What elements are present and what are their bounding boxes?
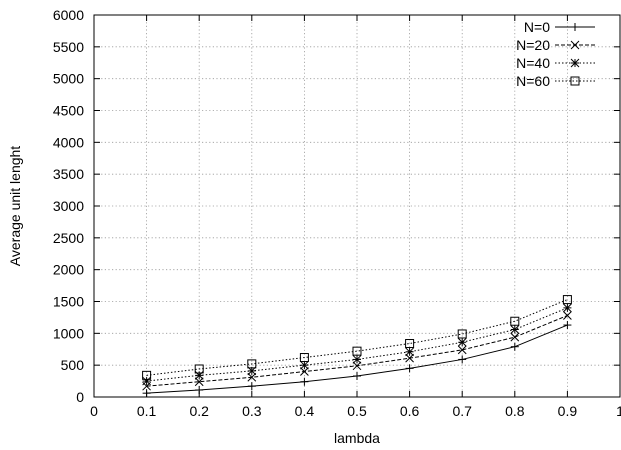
legend-label: N=40 — [516, 55, 550, 71]
data-point-star — [510, 325, 520, 334]
series-n0 — [142, 321, 572, 398]
legend-entry: N=0 — [524, 19, 595, 35]
legend-entry: N=60 — [516, 73, 595, 89]
data-point-star — [405, 347, 414, 357]
x-tick-label: 0.3 — [242, 403, 262, 419]
y-tick-label: 6000 — [53, 7, 84, 23]
y-tick-label: 1000 — [53, 325, 84, 341]
legend: N=0 N=20 N=40 N=60 — [516, 19, 595, 89]
y-tick-label: 4000 — [53, 134, 84, 150]
y-tick-label: 5500 — [53, 39, 84, 55]
data-point-star — [457, 337, 467, 347]
x-tick-label: 0.5 — [347, 403, 367, 419]
data-point-plus — [195, 385, 204, 394]
data-point-star — [142, 376, 151, 386]
data-point-plus — [571, 23, 579, 31]
series-n20 — [142, 311, 572, 391]
data-point-square — [142, 370, 152, 380]
legend-entry: N=40 — [516, 55, 595, 71]
y-tick-label: 500 — [61, 357, 85, 373]
x-tick-label: 0.2 — [189, 403, 209, 419]
y-tick-label: 3000 — [53, 198, 84, 214]
y-tick-label: 5000 — [53, 71, 84, 87]
data-point-cross — [510, 332, 520, 342]
legend-label: N=20 — [516, 37, 550, 53]
y-axis-label: Average unit lenght — [7, 146, 23, 266]
x-tick-label: 0 — [90, 403, 98, 419]
y-tick-label: 2000 — [53, 262, 84, 278]
x-tick-label: 0.4 — [295, 403, 315, 419]
data-point-star — [563, 303, 572, 313]
legend-label: N=60 — [516, 73, 550, 89]
data-point-cross — [405, 353, 414, 363]
data-point-square — [562, 295, 572, 305]
data-point-plus — [405, 364, 414, 373]
axes: 0 0.1 0.2 0.3 0.4 0.5 0.6 0.7 0.8 0.9 1 0 500 1000 150… — [53, 7, 621, 419]
data-point-star — [570, 58, 580, 68]
data-point-star — [352, 355, 362, 364]
data-point-plus — [353, 371, 361, 380]
y-tick-label: 3500 — [53, 166, 84, 182]
series-line — [146, 307, 568, 382]
data-point-plus — [300, 377, 309, 386]
x-tick-label: 0.9 — [558, 403, 578, 419]
x-axis-label: lambda — [334, 430, 380, 446]
data-point-square — [405, 339, 415, 349]
data-point-cross — [247, 372, 257, 382]
legend-label: N=0 — [524, 19, 550, 35]
x-tick-label: 0.1 — [137, 403, 157, 419]
legend-entry: N=20 — [516, 37, 595, 53]
data-point-cross — [570, 40, 580, 50]
data-point-cross — [194, 377, 204, 387]
data-point-cross — [563, 311, 572, 320]
y-tick-label: 4500 — [53, 103, 84, 119]
data-point-cross — [300, 367, 309, 376]
series-n60 — [142, 295, 572, 380]
data-point-square — [570, 76, 580, 86]
data-point-plus — [458, 355, 467, 364]
data-point-square — [510, 316, 520, 326]
y-tick-label: 1500 — [53, 294, 84, 310]
y-tick-label: 2500 — [53, 230, 84, 246]
data-point-square — [299, 353, 309, 363]
data-point-plus — [510, 342, 519, 351]
data-point-plus — [142, 389, 151, 398]
data-point-plus — [247, 382, 256, 391]
y-tick-label: 0 — [76, 389, 84, 405]
data-point-square — [194, 364, 204, 374]
x-tick-label: 0.7 — [452, 403, 472, 419]
data-point-square — [457, 329, 467, 339]
data-point-square — [247, 359, 257, 369]
data-point-plus — [563, 321, 572, 330]
data-point-star — [300, 360, 309, 370]
data-point-cross — [457, 345, 467, 355]
data-series — [142, 295, 572, 398]
data-point-square — [352, 346, 362, 356]
series-line — [146, 299, 568, 376]
x-tick-label: 0.8 — [505, 403, 525, 419]
x-tick-label: 0.6 — [400, 403, 420, 419]
x-tick-label: 1 — [616, 403, 621, 419]
data-point-cross — [352, 361, 362, 371]
